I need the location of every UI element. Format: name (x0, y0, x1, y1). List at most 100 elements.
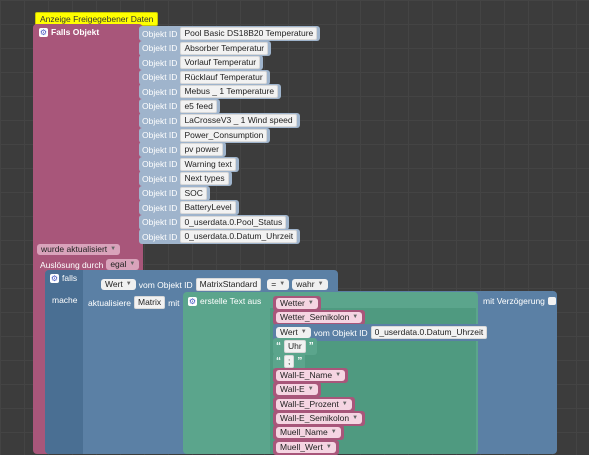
object-field[interactable]: MatrixStandard (195, 278, 262, 291)
object-id-block[interactable]: Objekt ID Warning text (139, 156, 239, 172)
variable-dropdown[interactable]: Wall-E ▼ (276, 384, 318, 395)
string-field[interactable]: Uhr (284, 340, 306, 353)
object-id-field[interactable]: 0_userdata.0.Pool_Status (180, 215, 287, 229)
variable-dropdown[interactable]: Muell_Wert ▼ (276, 442, 336, 453)
object-id-field[interactable]: Vorlauf Temperatur (180, 56, 261, 69)
objekt-id-label: Objekt ID (142, 202, 178, 213)
open-quote-icon: “ (276, 356, 281, 367)
object-id-block[interactable]: Objekt ID Absorber Temperatur (139, 40, 272, 56)
close-quote-icon: ” (308, 341, 314, 352)
object-id-field[interactable]: Rücklauf Temperatur (180, 70, 267, 84)
objekt-id-label: Objekt ID (142, 57, 178, 68)
object-id-field[interactable]: Pool Basic DS18B20 Temperature (180, 27, 318, 40)
object-id-field[interactable]: pv power (180, 143, 223, 156)
object-id-block[interactable]: Objekt ID Vorlauf Temperatur (139, 55, 264, 70)
object-id-block[interactable]: Objekt ID Pool Basic DS18B20 Temperature (139, 26, 321, 41)
variable-dropdown[interactable]: Wall-E_Prozent ▼ (276, 399, 352, 410)
wurde-dropdown[interactable]: wurde aktualisiert ▼ (37, 244, 121, 255)
object-id-row: Objekt ID Absorber Temperatur (139, 40, 272, 56)
wert-dropdown[interactable]: Wert ▼ (276, 327, 311, 338)
object-id-block[interactable]: Objekt ID Power_Consumption (139, 127, 271, 143)
variable-block[interactable]: Wall-E_Name ▼ (273, 368, 349, 383)
gear-icon[interactable]: ⚙ (39, 27, 48, 37)
object-id-row: Objekt ID Next types (139, 171, 232, 186)
object-id-field[interactable]: Mebus _ 1 Temperature (180, 85, 279, 98)
variable-dropdown[interactable]: Wall-E_Name ▼ (276, 370, 346, 381)
object-id-field[interactable]: Warning text (180, 157, 236, 171)
variable-block[interactable]: Wall-E_Prozent ▼ (273, 397, 355, 412)
variable-dropdown[interactable]: Wetter_Semikolon ▼ (276, 312, 363, 323)
variable-dropdown[interactable]: Wall-E_Semikolon ▼ (276, 413, 363, 424)
wurde-row: wurde aktualisiert ▼ (37, 244, 121, 255)
object-id-field[interactable]: Power_Consumption (180, 128, 268, 142)
object-id-field[interactable]: Next types (180, 172, 229, 185)
object-id-block[interactable]: Objekt ID Next types (139, 171, 232, 186)
object-id-row: Objekt ID Warning text (139, 156, 239, 172)
operator-value: = (271, 279, 277, 289)
value-dropdown[interactable]: wahr ▼ (292, 279, 328, 290)
text-item-row: Wetter_Semikolon ▼ (273, 310, 366, 325)
text-item-row: “Uhr” (273, 338, 317, 355)
objekt-id-label: Objekt ID (142, 101, 178, 111)
objekt-id-label: Objekt ID (142, 72, 178, 82)
object-id-row: Objekt ID SOC (139, 185, 210, 201)
objekt-id-label: Objekt ID (142, 115, 178, 126)
object-field[interactable]: 0_userdata.0.Datum_Uhrzeit (370, 326, 488, 339)
if-block-side (45, 270, 83, 454)
variable-block[interactable]: Wall-E ▼ (273, 382, 321, 397)
text-item-row: Wall-E_Prozent ▼ (273, 397, 355, 412)
variable-block[interactable]: Muell_Name ▼ (273, 425, 344, 440)
object-id-block[interactable]: Objekt ID BatteryLevel (139, 200, 239, 215)
objekt-id-label: Objekt ID (142, 231, 178, 242)
variable-block[interactable]: Muell_Wert ▼ (273, 440, 339, 455)
variable-dropdown[interactable]: Muell_Name ▼ (276, 427, 341, 438)
gear-icon[interactable]: ⚙ (50, 273, 59, 283)
vom-objekt-label: vom Objekt ID (138, 279, 193, 290)
object-id-row: Objekt ID Rücklauf Temperatur (139, 69, 270, 85)
wert-block[interactable]: Wert ▼ vom Objekt ID MatrixStandard (98, 276, 265, 293)
ausloesung-row: Auslösung durch egal ▼ (40, 259, 140, 270)
operator-dropdown[interactable]: = ▼ (267, 279, 290, 290)
object-id-field[interactable]: SOC (180, 186, 207, 200)
mit-label: mit (168, 297, 180, 308)
object-id-block[interactable]: Objekt ID 0_userdata.0.Datum_Uhrzeit (139, 229, 301, 244)
value-text: wahr (296, 279, 315, 289)
object-id-block[interactable]: Objekt ID pv power (139, 142, 226, 157)
erstelle-text-label: erstelle Text aus (200, 296, 262, 306)
gear-icon[interactable]: ⚙ (188, 296, 197, 306)
verzoegerung-label: mit Verzögerung (483, 296, 545, 306)
object-id-field[interactable]: Absorber Temperatur (180, 41, 269, 55)
variable-block[interactable]: Wetter ▼ (273, 296, 321, 311)
object-id-field[interactable]: 0_userdata.0.Datum_Uhrzeit (180, 230, 298, 243)
object-id-field[interactable]: BatteryLevel (180, 201, 236, 214)
object-id-row: Objekt ID LaCrosseV3 _ 1 Wind speed (139, 113, 300, 128)
ausloesung-dropdown[interactable]: egal ▼ (106, 259, 140, 270)
variable-dropdown[interactable]: Wetter ▼ (276, 298, 318, 309)
falls-objekt-label: Falls Objekt (51, 27, 100, 37)
object-id-field[interactable]: e5 feed (180, 99, 217, 113)
object-id-block[interactable]: Objekt ID Mebus _ 1 Temperature (139, 84, 282, 99)
object-id-block[interactable]: Objekt ID 0_userdata.0.Pool_Status (139, 214, 290, 230)
verzoegerung-row: mit Verzögerung (483, 296, 556, 306)
object-id-field[interactable]: LaCrosseV3 _ 1 Wind speed (180, 114, 297, 127)
string-block[interactable]: “;” (273, 353, 306, 370)
chevron-down-icon: ▼ (335, 372, 342, 378)
text-item-row: Muell_Name ▼ (273, 425, 344, 440)
wert-dropdown[interactable]: Wert ▼ (101, 279, 136, 290)
variable-block[interactable]: Wetter_Semikolon ▼ (273, 310, 366, 325)
object-id-block[interactable]: Objekt ID SOC (139, 185, 210, 201)
object-id-block[interactable]: Objekt ID LaCrosseV3 _ 1 Wind speed (139, 113, 300, 128)
object-value-block[interactable]: Wert ▼ vom Objekt ID 0_userdata.0.Datum_Uhr… (273, 324, 491, 341)
chevron-down-icon: ▼ (352, 314, 359, 320)
verzoegerung-checkbox[interactable] (547, 297, 556, 305)
object-id-block[interactable]: Objekt ID Rücklauf Temperatur (139, 69, 270, 85)
string-block[interactable]: “Uhr” (273, 338, 317, 355)
string-field[interactable]: ; (284, 355, 295, 368)
object-id-row: Objekt ID Vorlauf Temperatur (139, 55, 264, 70)
object-id-block[interactable]: Objekt ID e5 feed (139, 98, 220, 114)
variable-block[interactable]: Wall-E_Semikolon ▼ (273, 411, 366, 426)
objekt-id-label: Objekt ID (142, 28, 178, 39)
target-field[interactable]: Matrix (134, 296, 166, 309)
close-quote-icon: ” (297, 356, 303, 367)
trigger-header (33, 24, 141, 246)
